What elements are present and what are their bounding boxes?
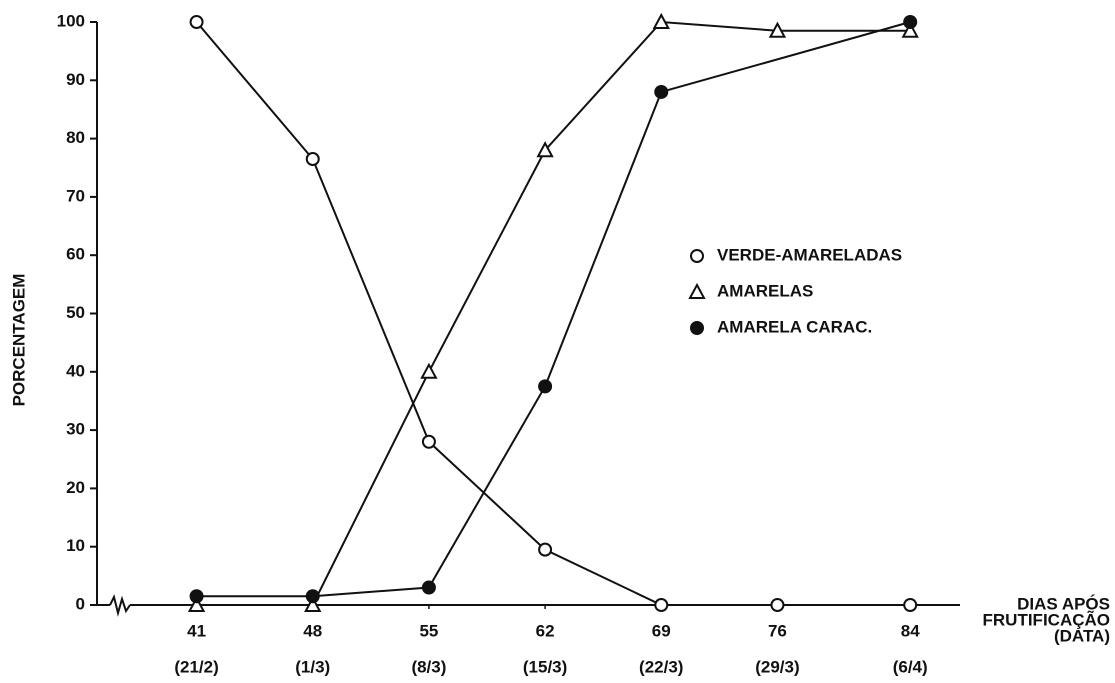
marker [690, 321, 704, 335]
y-tick-label: 100 [57, 11, 85, 30]
series-line [195, 21, 911, 606]
x-tick-date: (15/3) [523, 657, 567, 676]
x-tick-date: (1/3) [295, 657, 330, 676]
marker [187, 595, 206, 612]
marker [903, 598, 918, 612]
marker [654, 84, 669, 99]
y-tick-label: 90 [66, 70, 85, 89]
marker [536, 141, 554, 158]
x-tick-label: 62 [536, 621, 555, 640]
x-tick-date: (22/3) [639, 657, 683, 676]
x-tick-date: (8/3) [411, 657, 446, 676]
y-tick-label: 20 [66, 478, 85, 497]
marker [652, 12, 670, 29]
x-axis-label: DIAS APÓS [1017, 594, 1110, 613]
x-tick-date: (6/4) [893, 657, 928, 676]
x-tick-label: 48 [303, 621, 322, 640]
y-axis-label: PORCENTAGEM [9, 274, 28, 407]
marker [189, 15, 204, 29]
marker [770, 598, 785, 612]
x-tick-date: (21/2) [174, 657, 218, 676]
marker [654, 598, 669, 612]
y-tick-label: 0 [76, 594, 85, 613]
x-tick-date: (29/3) [755, 657, 799, 676]
y-tick-label: 10 [66, 536, 85, 555]
marker [538, 542, 553, 557]
y-tick-label: 80 [66, 128, 85, 147]
y-tick-label: 70 [66, 186, 85, 205]
marker [305, 589, 320, 604]
y-tick-label: 30 [66, 420, 85, 439]
legend-label: VERDE-AMARELADAS [717, 245, 902, 264]
x-axis-label: (DATA) [1054, 626, 1110, 645]
marker [538, 379, 553, 394]
marker [421, 580, 436, 595]
y-tick-label: 50 [66, 303, 85, 322]
marker [688, 282, 706, 299]
series-line [196, 21, 911, 598]
marker [189, 589, 204, 604]
marker [305, 152, 320, 167]
series-line [196, 20, 911, 606]
marker [901, 21, 919, 38]
x-tick-label: 76 [768, 621, 787, 640]
legend-label: AMARELAS [717, 281, 813, 300]
marker [304, 595, 322, 612]
x-tick-label: 84 [901, 621, 920, 640]
marker [690, 249, 704, 263]
x-tick-label: 55 [419, 621, 438, 640]
marker [421, 434, 436, 449]
marker [768, 21, 787, 38]
marker [420, 362, 438, 379]
axis-break [97, 594, 140, 617]
x-tick-label: 41 [187, 621, 206, 640]
y-tick-label: 40 [66, 361, 85, 380]
y-tick-label: 60 [66, 245, 85, 264]
marker [903, 15, 918, 29]
x-tick-label: 69 [652, 621, 671, 640]
legend-label: AMARELA CARAC. [717, 317, 872, 336]
x-axis-label: FRUTIFICAÇÃO [983, 609, 1110, 629]
